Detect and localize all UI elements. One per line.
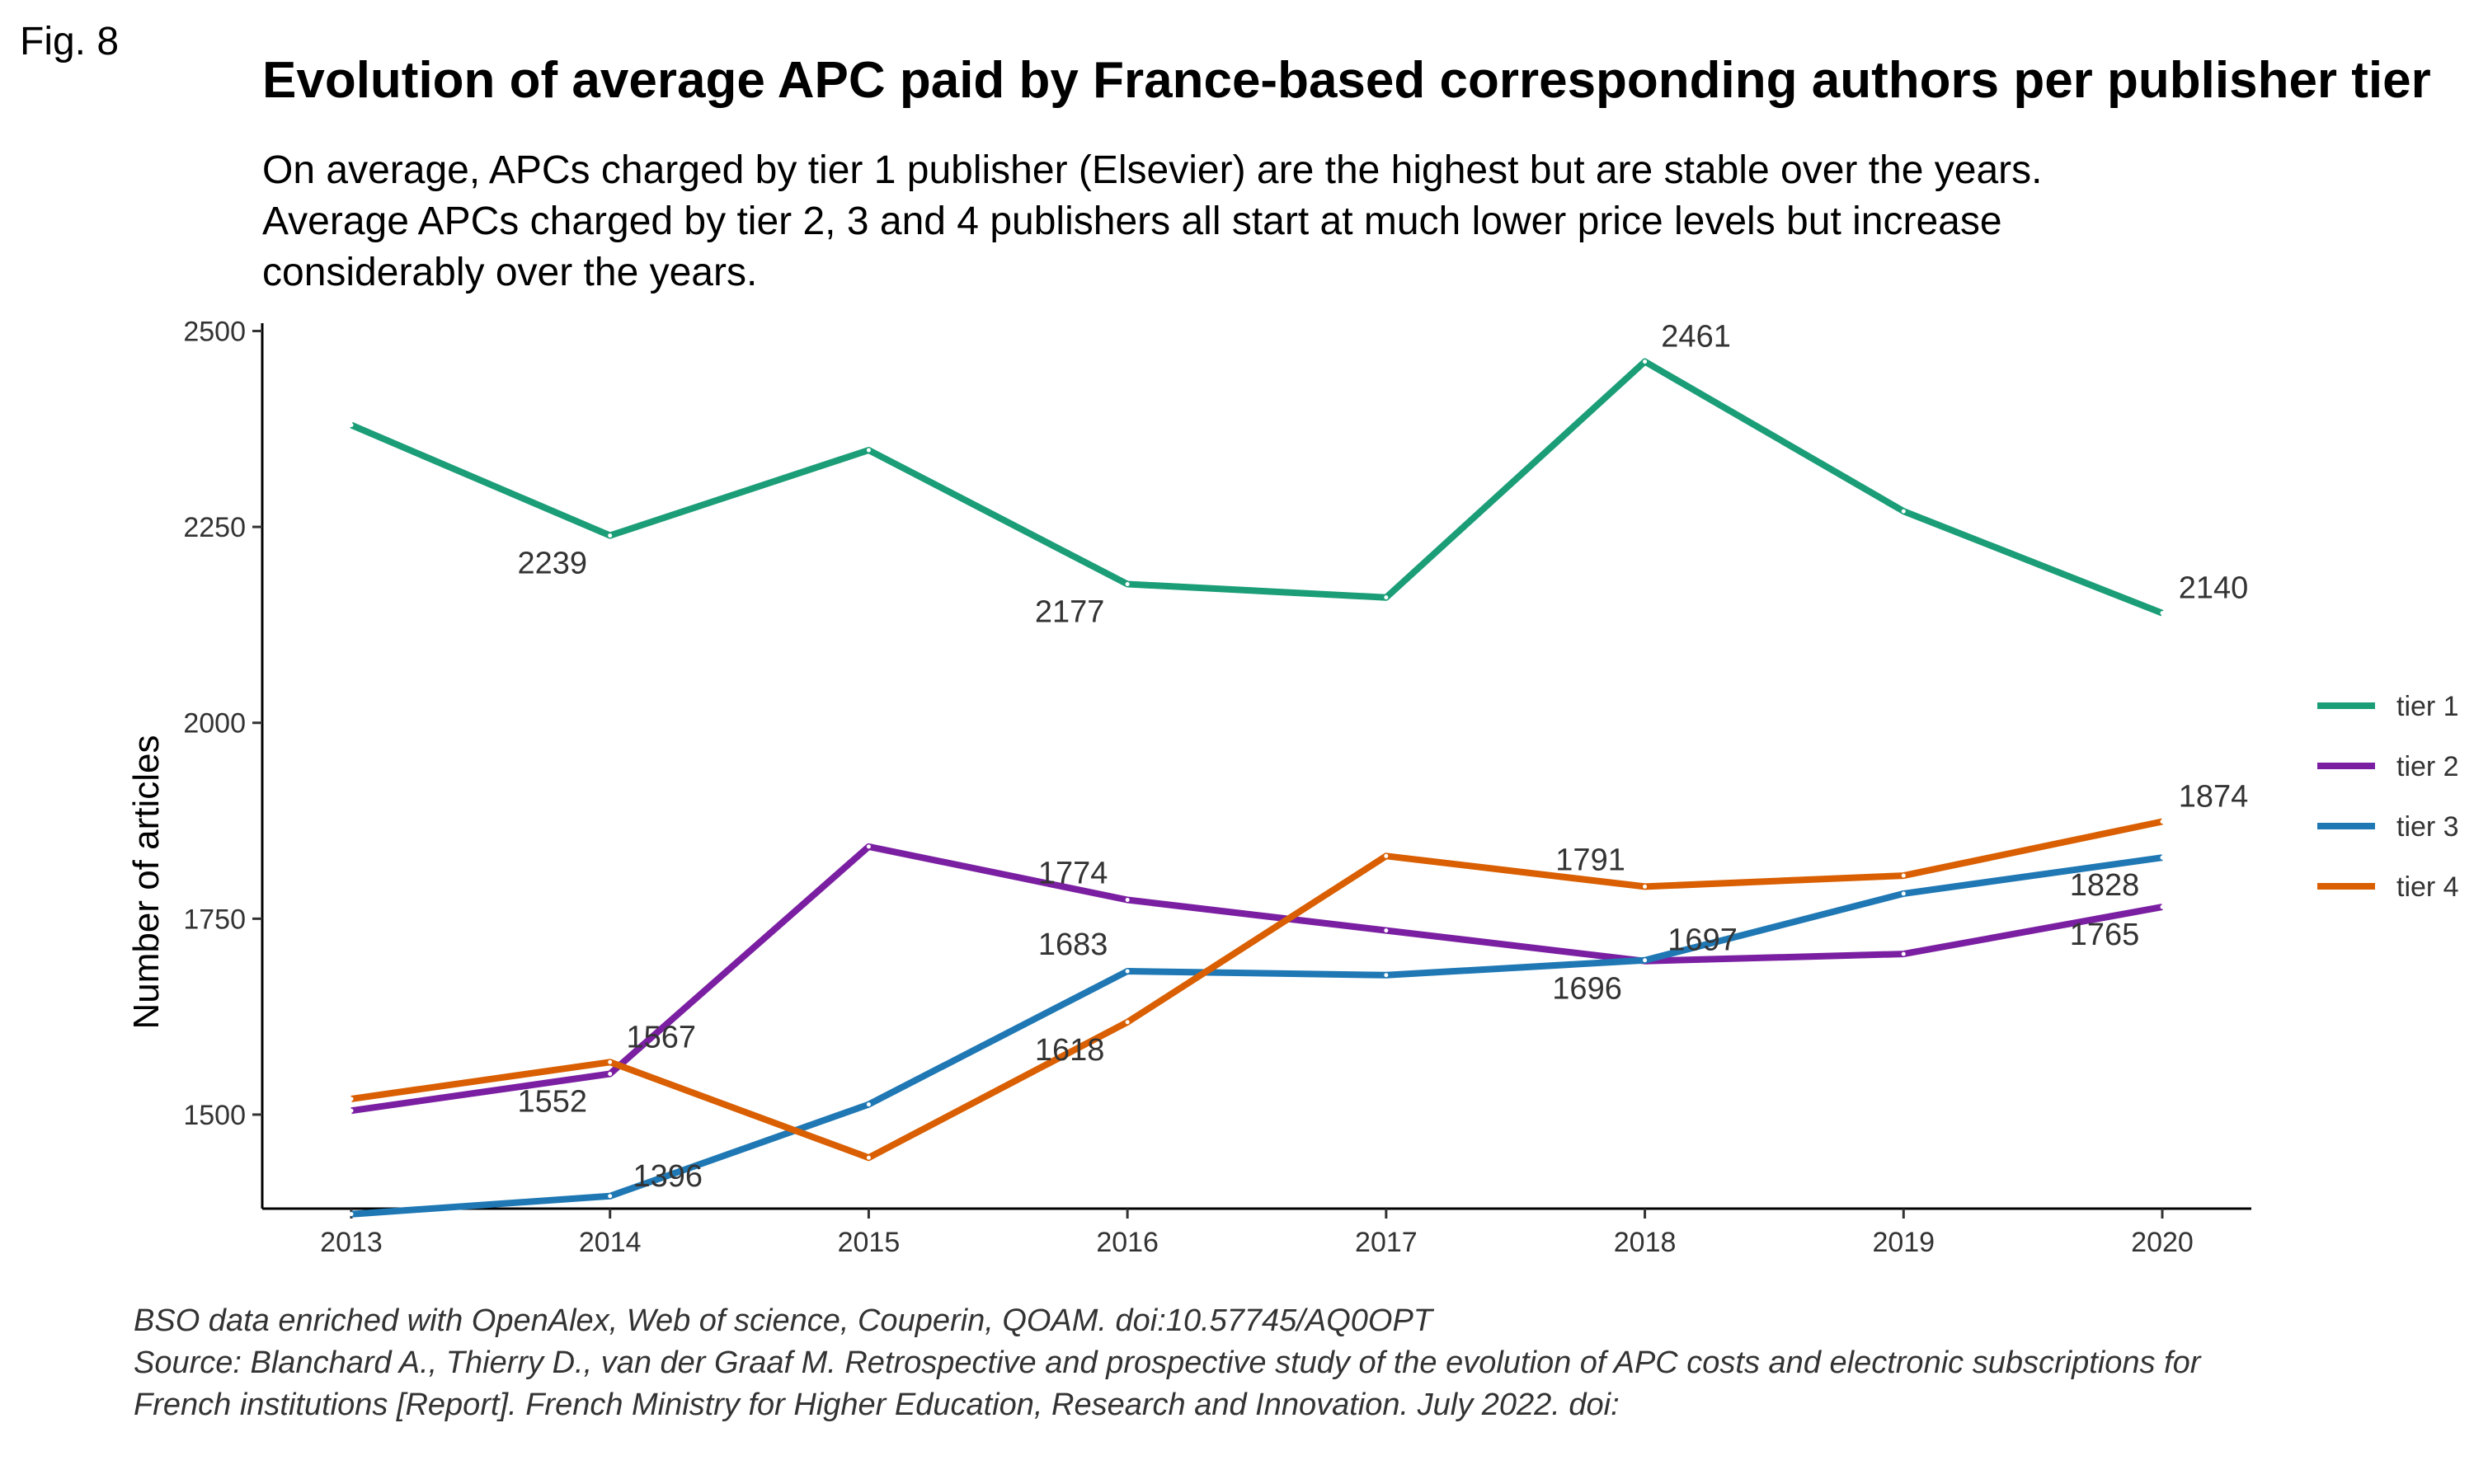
data-point	[2160, 611, 2165, 616]
series-line-tier-2	[350, 843, 2163, 1115]
data-label: 2177	[1035, 594, 1105, 629]
legend-label-tier-4: tier 4	[2396, 871, 2459, 903]
data-point	[349, 1108, 354, 1113]
y-tick-label: 1750	[183, 904, 246, 935]
y-axis-title: Number of articles	[126, 735, 167, 1029]
data-point	[1125, 969, 1130, 974]
data-label: 2461	[1661, 320, 1731, 355]
data-point	[349, 1097, 354, 1101]
y-tick-label: 1500	[183, 1100, 246, 1131]
data-point	[1384, 973, 1389, 978]
data-point	[1125, 581, 1130, 586]
data-point	[2160, 904, 2165, 909]
y-tick-label: 2500	[183, 317, 246, 348]
data-point	[2160, 819, 2165, 824]
data-label: 2239	[517, 547, 587, 581]
data-label: 1874	[2179, 779, 2249, 814]
caption-line-3: French institutions [Report]. French Min…	[134, 1388, 1620, 1422]
chart-title: Evolution of average APC paid by France-…	[262, 52, 2431, 109]
data-point	[866, 1155, 871, 1160]
data-point	[1643, 884, 1648, 889]
data-label: 1618	[1035, 1033, 1105, 1068]
y-tick-label: 2250	[183, 512, 246, 543]
data-point	[608, 1059, 613, 1064]
figure-label: Fig. 8	[20, 20, 119, 63]
legend: tier 1 tier 2 tier 3 tier 4	[2317, 691, 2459, 903]
plot-area: 1500 1750 2000 2250 2500 2013 2014 2015 2016 2017…	[183, 317, 2251, 1258]
data-point	[1901, 951, 1906, 956]
x-tick-label: 2016	[1096, 1227, 1159, 1258]
data-label: 1828	[2070, 868, 2140, 903]
data-label: 1683	[1038, 928, 1108, 962]
x-tick-label: 2018	[1614, 1227, 1677, 1258]
data-point	[1384, 853, 1389, 858]
chart-subtitle-line-3: considerably over the years.	[262, 251, 757, 294]
legend-label-tier-1: tier 1	[2396, 691, 2459, 722]
data-point	[1643, 958, 1648, 963]
data-point	[1643, 359, 1648, 364]
caption-line-1: BSO data enriched with OpenAlex, Web of …	[134, 1303, 1435, 1338]
data-point	[866, 448, 871, 453]
series-line-tier-1	[350, 358, 2164, 617]
y-tick-label: 2000	[183, 708, 246, 740]
data-point	[1125, 1020, 1130, 1025]
data-point	[866, 1102, 871, 1107]
data-label: 1774	[1038, 857, 1108, 891]
chart-subtitle-line-2: Average APCs charged by tier 2, 3 and 4 …	[262, 200, 2002, 243]
data-label: 1396	[633, 1159, 703, 1194]
x-tick-label: 2020	[2131, 1227, 2194, 1258]
chart-subtitle-line-1: On average, APCs charged by tier 1 publi…	[262, 148, 2042, 192]
legend-label-tier-2: tier 2	[2396, 751, 2459, 782]
data-point	[1901, 873, 1906, 878]
data-point	[349, 423, 354, 428]
data-point	[866, 844, 871, 849]
x-tick-label: 2013	[320, 1227, 383, 1258]
data-point	[608, 533, 613, 538]
data-point	[1901, 509, 1906, 514]
data-point	[1384, 928, 1389, 933]
data-label: 1697	[1667, 923, 1738, 958]
data-point	[1384, 595, 1389, 600]
data-point	[608, 1194, 613, 1199]
series-line-tier-4	[350, 818, 2163, 1162]
caption-line-2: Source: Blanchard A., Thierry D., van de…	[134, 1345, 2202, 1380]
data-label: 1567	[626, 1020, 696, 1054]
data-label: 1696	[1552, 972, 1622, 1007]
x-tick-label: 2014	[579, 1227, 642, 1258]
x-tick-label: 2019	[1872, 1227, 1935, 1258]
series-line-tier-3	[350, 854, 2163, 1218]
data-point	[2160, 855, 2165, 860]
data-point	[1901, 891, 1906, 896]
x-tick-label: 2015	[838, 1227, 901, 1258]
data-point	[1125, 898, 1130, 903]
legend-label-tier-3: tier 3	[2396, 811, 2459, 843]
data-label: 1552	[517, 1085, 587, 1120]
data-point	[349, 1212, 354, 1217]
data-label: 1765	[2070, 918, 2140, 952]
x-tick-label: 2017	[1355, 1227, 1418, 1258]
data-point	[608, 1072, 613, 1077]
data-label: 2140	[2179, 571, 2249, 606]
data-label: 1791	[1555, 843, 1625, 877]
